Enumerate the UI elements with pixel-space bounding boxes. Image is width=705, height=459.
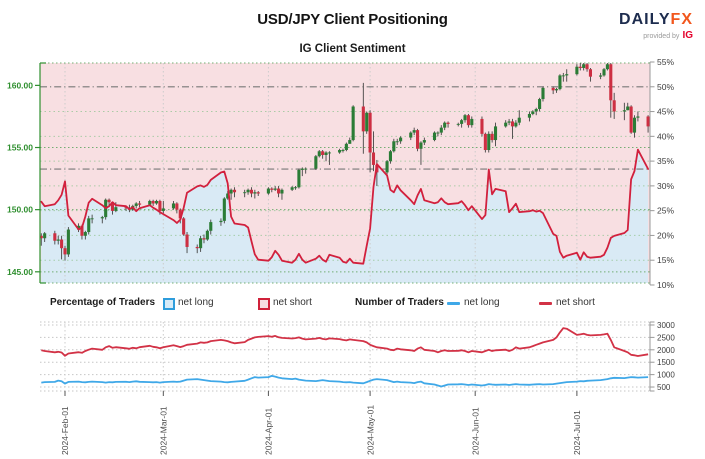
- net-short-traders-line: [41, 327, 649, 357]
- svg-text:145.00: 145.00: [7, 267, 33, 277]
- svg-text:2000: 2000: [657, 346, 675, 355]
- svg-text:2024-Feb-01: 2024-Feb-01: [60, 406, 70, 455]
- sentiment-area-fill: [40, 63, 650, 283]
- svg-text:2024-Apr-01: 2024-Apr-01: [264, 407, 274, 455]
- net-long-swatch-icon: [163, 298, 175, 310]
- chart-legend: Percentage of Traders net long net short…: [0, 297, 705, 313]
- legend-pct-net-short: net short: [273, 297, 312, 308]
- dailyfx-logo: DAILYFX provided by IG: [619, 12, 693, 41]
- svg-text:2024-Jul-01: 2024-Jul-01: [572, 410, 582, 455]
- svg-text:15%: 15%: [657, 255, 674, 265]
- svg-text:55%: 55%: [657, 57, 674, 67]
- legend-pct-net-long: net long: [178, 297, 214, 308]
- svg-text:30%: 30%: [657, 181, 674, 191]
- reference-lines: [40, 86, 650, 170]
- price-axis-left: 145.00 150.00 155.00 160.00: [7, 62, 46, 284]
- legend-net-short-swatch: [258, 298, 270, 312]
- legend-count-net-long: net long: [464, 297, 500, 308]
- svg-text:25%: 25%: [657, 206, 674, 216]
- svg-text:35%: 35%: [657, 156, 674, 166]
- legend-count-title: Number of Traders: [355, 297, 444, 308]
- svg-text:40%: 40%: [657, 131, 674, 141]
- svg-text:1000: 1000: [657, 371, 675, 380]
- legend-pct-title: Percentage of Traders: [50, 297, 156, 308]
- svg-text:2024-May-01: 2024-May-01: [365, 405, 375, 455]
- svg-text:45%: 45%: [657, 107, 674, 117]
- page-title: USD/JPY Client Positioning: [257, 11, 448, 28]
- legend-count-long-dash: [447, 299, 460, 310]
- chart-subtitle: IG Client Sentiment: [299, 43, 406, 55]
- provided-by-text: provided by: [643, 33, 680, 40]
- net-short-pct-line: [40, 148, 649, 265]
- date-axis: 2024-Feb-01 2024-Mar-01 2024-Apr-01 2024-Ma…: [60, 391, 582, 455]
- dailyfx-wordmark: DAILYFX: [619, 12, 693, 28]
- legend-net-long-swatch: [163, 298, 175, 312]
- pct-axis-right: 10% 15% 20% 25% 30% 35% 40% 45% 50% 55%: [649, 57, 674, 290]
- legend-count-net-short: net short: [556, 297, 595, 308]
- count-axis-right: 500 1000 1500 2000 2500 3000: [649, 321, 675, 392]
- net-short-swatch-icon: [258, 298, 270, 310]
- legend-count-short-dash: [539, 299, 552, 310]
- logo-daily: DAILY: [619, 11, 671, 28]
- provided-by: provided by IG: [619, 31, 693, 41]
- count-long-dash-icon: [447, 302, 460, 305]
- candlesticks: [40, 63, 650, 261]
- ig-logo: IG: [682, 30, 693, 41]
- svg-text:160.00: 160.00: [7, 80, 33, 90]
- svg-text:150.00: 150.00: [7, 205, 33, 215]
- count-short-dash-icon: [539, 302, 552, 305]
- svg-text:2024-Jun-01: 2024-Jun-01: [470, 407, 480, 455]
- svg-text:500: 500: [657, 383, 671, 392]
- svg-text:2500: 2500: [657, 333, 675, 342]
- svg-text:3000: 3000: [657, 321, 675, 330]
- svg-text:155.00: 155.00: [7, 143, 33, 153]
- logo-fx: FX: [670, 11, 693, 28]
- svg-text:2024-Mar-01: 2024-Mar-01: [159, 406, 169, 455]
- svg-text:20%: 20%: [657, 230, 674, 240]
- count-gridlines: [40, 321, 650, 392]
- svg-text:10%: 10%: [657, 280, 674, 290]
- svg-text:1500: 1500: [657, 358, 675, 367]
- net-long-traders-line: [41, 374, 649, 388]
- svg-text:50%: 50%: [657, 82, 674, 92]
